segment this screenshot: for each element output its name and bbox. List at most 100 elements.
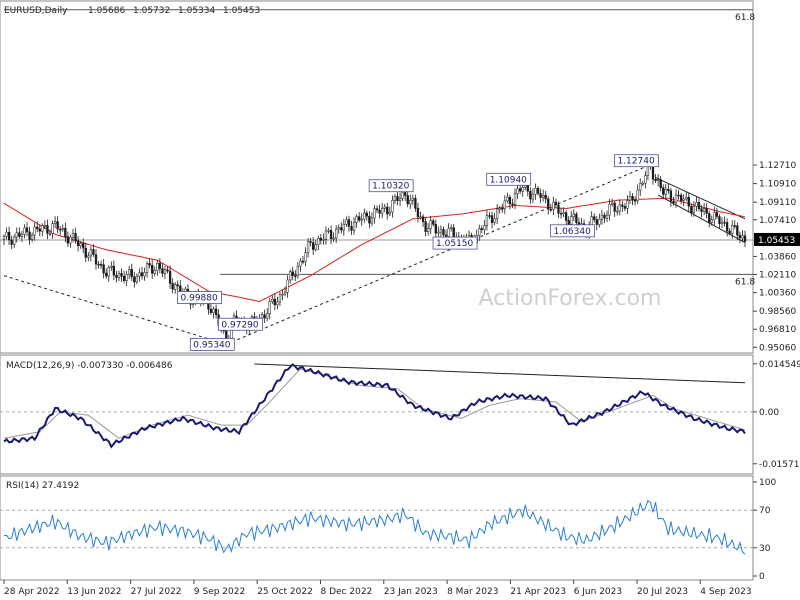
rsi-tick-label: 100 bbox=[759, 478, 776, 488]
candle-body bbox=[82, 243, 85, 249]
candle-body bbox=[135, 275, 139, 283]
candle-body bbox=[25, 227, 29, 233]
candle-body bbox=[677, 194, 680, 197]
price-tick-label: 1.12710 bbox=[759, 161, 796, 171]
price-pane-border bbox=[0, 0, 754, 354]
candle-body bbox=[268, 301, 271, 314]
macd-tick-label: 0.014549 bbox=[759, 360, 800, 370]
candle-body bbox=[94, 254, 98, 265]
candle-body bbox=[294, 275, 297, 277]
candle-body bbox=[66, 236, 70, 244]
candle-body bbox=[708, 213, 711, 223]
candle-body bbox=[498, 207, 501, 210]
fib-level-label: 61.8 bbox=[735, 13, 755, 23]
x-tick-label: 23 Jan 2023 bbox=[384, 587, 438, 597]
candle-body bbox=[48, 233, 52, 235]
candle-body bbox=[480, 228, 483, 230]
candle-body bbox=[112, 265, 116, 276]
candle-body bbox=[674, 194, 678, 203]
candle-body bbox=[388, 211, 391, 215]
candle-body bbox=[493, 218, 496, 223]
candle-body bbox=[544, 195, 547, 200]
price-annotations: 1.12740 1.10320 1.10940 1.06340 1.05150 0.998… bbox=[177, 154, 659, 351]
candle-body bbox=[115, 274, 118, 278]
macd-pane bbox=[0, 363, 753, 449]
candle-body bbox=[741, 235, 744, 239]
candle-body bbox=[350, 226, 353, 231]
candle-body bbox=[76, 240, 80, 247]
price-annotation: 0.97290 bbox=[218, 317, 263, 331]
current-price-label: 1.05453 bbox=[758, 236, 795, 246]
candle-body bbox=[340, 227, 343, 231]
candle-body bbox=[667, 188, 670, 192]
macd-tick-label: -0.015712 bbox=[759, 460, 800, 470]
candle-body bbox=[654, 178, 657, 182]
candle-body bbox=[736, 225, 739, 236]
candle-body bbox=[105, 272, 108, 277]
current-price-box bbox=[754, 232, 800, 246]
candle-body bbox=[562, 212, 565, 214]
price-tick-label: 1.07410 bbox=[759, 216, 796, 226]
x-tick-label: 25 Oct 2022 bbox=[257, 587, 313, 597]
candle-body bbox=[276, 301, 279, 306]
fib-level-label: 61.8 bbox=[735, 277, 755, 287]
candle-body bbox=[337, 227, 340, 230]
candle-body bbox=[419, 216, 422, 219]
annotation-box bbox=[177, 291, 222, 304]
candle-body bbox=[383, 206, 386, 209]
candle-body bbox=[554, 201, 558, 205]
trendline-down-dashed bbox=[3, 275, 227, 345]
rsi-pane bbox=[0, 499, 753, 555]
candle-body bbox=[28, 231, 31, 240]
price-tick-label: 1.00360 bbox=[759, 289, 796, 299]
candle-body bbox=[381, 208, 384, 214]
candle-body bbox=[140, 272, 144, 277]
candle-body bbox=[148, 263, 151, 266]
candle-body bbox=[209, 308, 213, 313]
annotation-label: 1.10320 bbox=[372, 182, 409, 192]
candle-body bbox=[15, 232, 18, 238]
annotation-box bbox=[486, 172, 532, 186]
candle-body bbox=[273, 298, 276, 306]
price-axis: 1.12710 1.10910 1.09110 1.07410 1.05453 1.038… bbox=[753, 161, 800, 353]
candle-body bbox=[669, 190, 673, 202]
candle-body bbox=[365, 212, 368, 217]
x-tick-label: 28 Apr 2022 bbox=[4, 587, 60, 597]
candle-body bbox=[51, 223, 54, 234]
x-tick-label: 4 Sep 2023 bbox=[700, 587, 751, 597]
candle-body bbox=[695, 202, 698, 207]
candle-body bbox=[414, 197, 417, 209]
candle-body bbox=[511, 203, 514, 206]
candle-body bbox=[483, 225, 486, 230]
candle-body bbox=[53, 221, 57, 224]
candle-body bbox=[263, 314, 266, 319]
candle-body bbox=[87, 255, 90, 258]
candle-body bbox=[61, 227, 64, 230]
candle-body bbox=[122, 276, 126, 281]
candle-body bbox=[158, 263, 162, 269]
candle-body bbox=[636, 189, 639, 201]
candle-body bbox=[46, 225, 49, 234]
moving-average-line bbox=[3, 197, 746, 303]
rsi-label: RSI(14) 27.4192 bbox=[6, 481, 79, 491]
candle-body bbox=[332, 237, 335, 240]
candle-body bbox=[478, 228, 481, 236]
candle-body bbox=[506, 196, 509, 202]
candle-body bbox=[56, 221, 59, 230]
candle-body bbox=[572, 213, 575, 217]
candle-body bbox=[450, 227, 453, 229]
candle-body bbox=[406, 195, 409, 205]
candle-body bbox=[720, 221, 724, 224]
candle-body bbox=[593, 216, 596, 220]
candle-body bbox=[541, 195, 545, 198]
candle-body bbox=[271, 298, 274, 302]
candle-body bbox=[595, 219, 598, 225]
candle-body bbox=[495, 208, 499, 219]
candle-body bbox=[651, 165, 655, 180]
candle-body bbox=[659, 179, 662, 188]
candle-body bbox=[564, 212, 568, 221]
candle-body bbox=[23, 227, 26, 235]
macd-label: MACD(12,26,9) -0.007330 -0.006486 bbox=[6, 361, 173, 371]
price-pane-lines: 61.8 61.8 bbox=[0, 9, 755, 345]
